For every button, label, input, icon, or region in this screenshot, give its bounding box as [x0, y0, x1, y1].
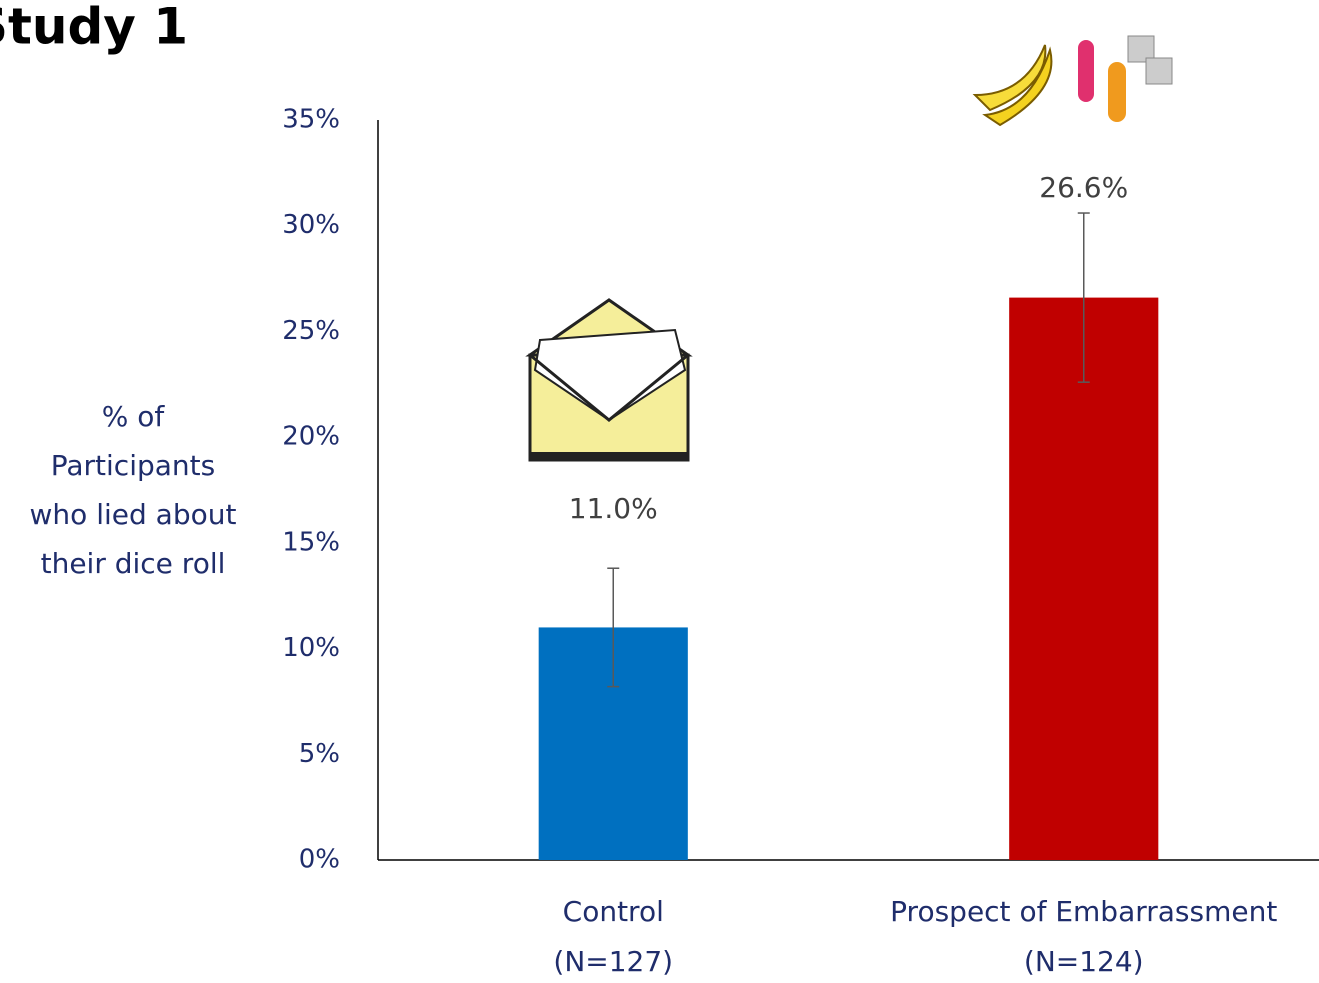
- envelope-icon: [525, 298, 693, 462]
- value-label: 11.0%: [569, 492, 658, 525]
- y-axis-label: their dice roll: [41, 547, 226, 580]
- x-tick-label: Prospect of Embarrassment: [890, 895, 1277, 928]
- y-tick-label: 35%: [282, 105, 340, 135]
- y-tick-label: 5%: [299, 739, 340, 769]
- x-tick-label: (N=127): [553, 945, 673, 978]
- chart-title: Study 1: [0, 0, 188, 56]
- y-axis-label: % of: [102, 400, 166, 433]
- y-axis-label: who lied about: [30, 498, 237, 531]
- y-tick-label: 25%: [282, 316, 340, 346]
- banana-icon: [972, 35, 1173, 127]
- x-tick-label: Control: [563, 895, 664, 928]
- y-tick-label: 0%: [299, 845, 340, 875]
- y-tick-label: 30%: [282, 210, 340, 240]
- y-tick-label: 10%: [282, 633, 340, 663]
- value-label: 26.6%: [1039, 171, 1128, 204]
- x-tick-label: (N=124): [1024, 945, 1144, 978]
- y-tick-label: 15%: [282, 527, 340, 557]
- y-axis-label: Participants: [51, 449, 215, 482]
- y-tick-label: 20%: [282, 422, 340, 452]
- bar: [1009, 297, 1159, 861]
